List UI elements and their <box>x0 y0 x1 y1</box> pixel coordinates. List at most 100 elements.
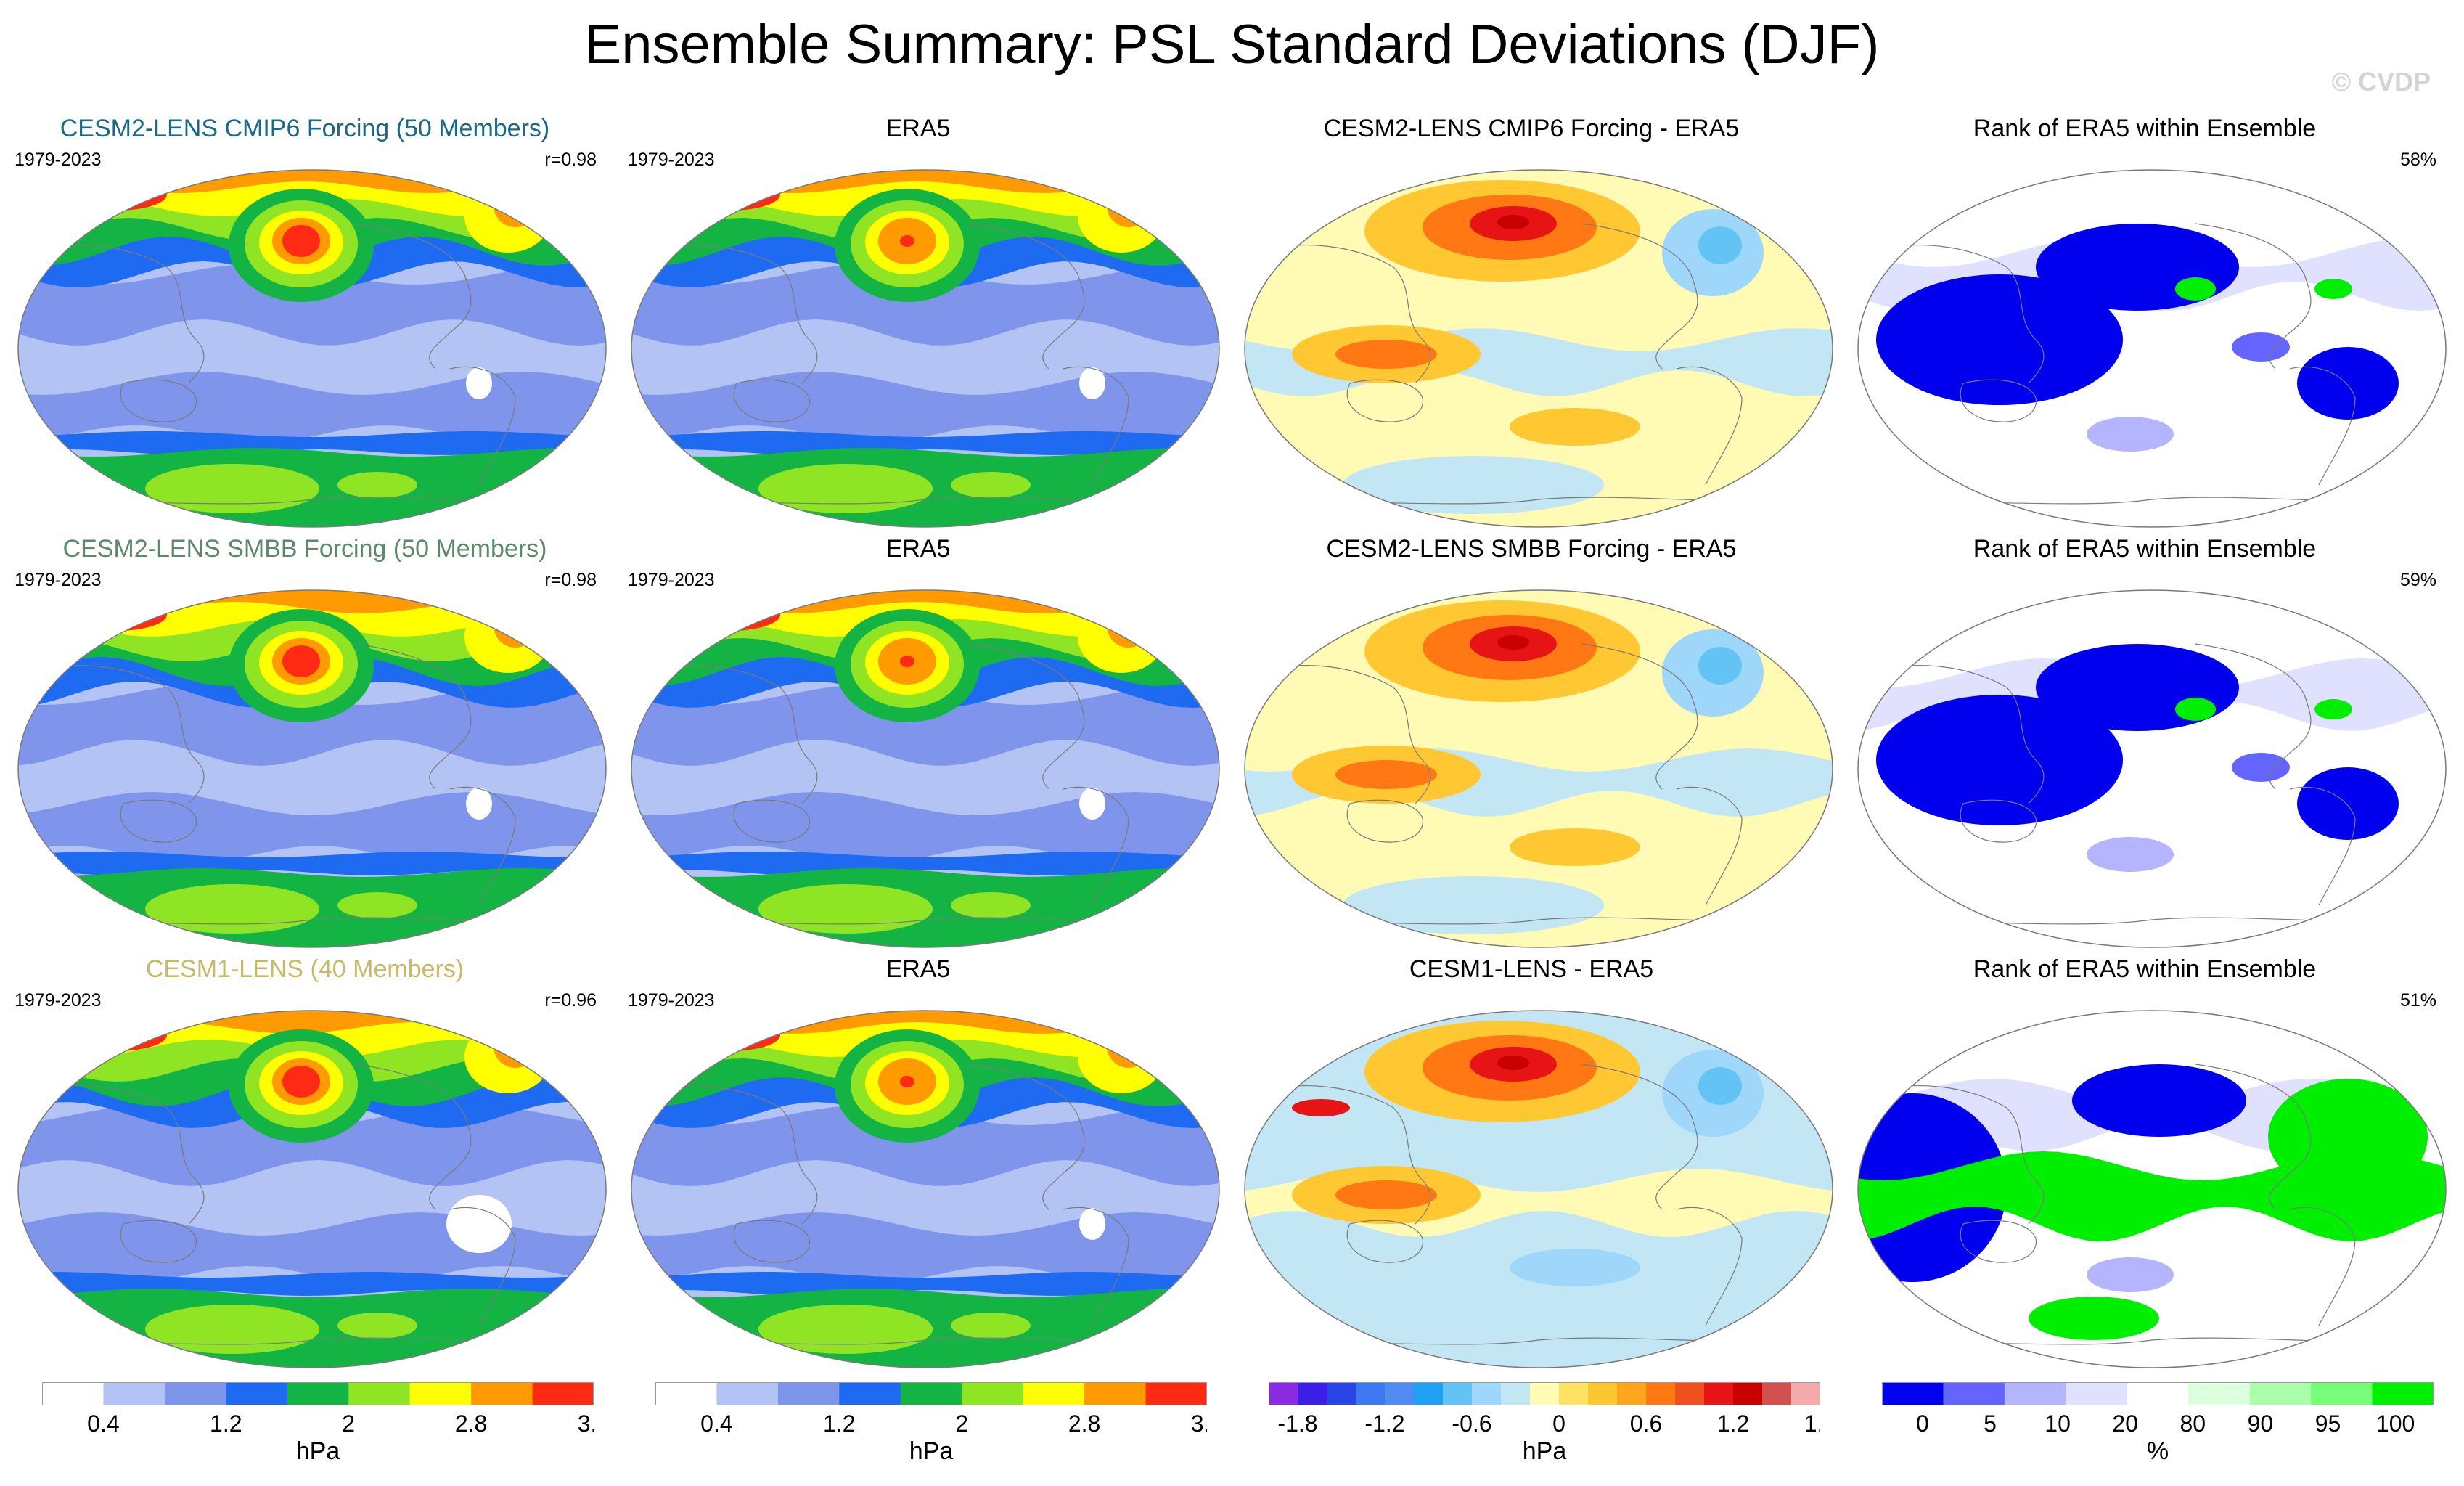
map-group <box>1857 1010 2447 1368</box>
colorbar-tick-label: 1.2 <box>1717 1411 1749 1437</box>
colorbar-swatch <box>1385 1382 1415 1405</box>
north-max-red <box>679 599 780 631</box>
colorbar-swatch <box>1145 1382 1207 1405</box>
map-outline <box>631 1010 1220 1368</box>
sd-map-obs-2 <box>631 589 1220 948</box>
colorbar-swatch <box>164 1382 226 1405</box>
rank-pct-2: 59% <box>2399 570 2436 590</box>
colorbar-tick-label: 100 <box>2376 1411 2415 1437</box>
colorbar-swatch <box>1588 1382 1618 1405</box>
map-outline <box>17 1010 607 1368</box>
panel-diff-1: CESM2-LENS CMIP6 Forcing - ERA5 <box>1227 115 1836 532</box>
southern-ocean-edge <box>18 431 606 455</box>
colorbar-tick-label: -1.8 <box>1277 1411 1317 1437</box>
colorbar-unit-sd-ensemble: hPa <box>295 1437 340 1465</box>
colorbar-swatch <box>2127 1382 2189 1405</box>
coastline-asia <box>1868 1085 2045 1225</box>
southern-ocean-max <box>758 464 933 513</box>
map-group <box>17 169 607 528</box>
map-group <box>1857 589 2447 948</box>
coastline-asia <box>1868 245 2045 384</box>
colorbar-swatch <box>962 1382 1024 1405</box>
colorbar-swatch <box>471 1382 533 1405</box>
map-fill <box>1245 1011 1833 1368</box>
south-pacific-anomaly <box>1510 828 1640 866</box>
coastline-south-america <box>449 1207 516 1326</box>
aleutian-red <box>282 645 320 677</box>
tropical-min <box>1079 788 1105 820</box>
mid-lat-band-s <box>18 372 606 443</box>
southern-ocean-max <box>145 1305 319 1354</box>
colorbar-tick-label: 2 <box>342 1411 355 1437</box>
map-group <box>1244 589 1833 948</box>
map-fill <box>631 1011 1219 1368</box>
colorbar-tick-label: -0.6 <box>1452 1411 1491 1437</box>
southern-ocean-max <box>758 1305 933 1354</box>
colorbar-swatch <box>900 1382 962 1405</box>
mid-lat-band-s <box>18 792 606 863</box>
obs-period-3: 1979-2023 <box>628 990 715 1011</box>
coastline-north-america <box>1581 1064 1698 1210</box>
south-pacific-anomaly <box>1510 1249 1640 1286</box>
obs-period-2: 1979-2023 <box>628 570 715 590</box>
map-outline <box>631 169 1220 528</box>
mid-lat-band-n <box>631 264 1219 346</box>
ensemble-period-3: 1979-2023 <box>15 990 102 1011</box>
colorbar-swatch <box>2188 1382 2251 1405</box>
colorbar-swatch <box>1559 1382 1589 1405</box>
colorbar-swatch <box>532 1382 594 1405</box>
colorbar-tick-label: 90 <box>2248 1411 2274 1437</box>
southern-ocean-edge <box>18 852 606 875</box>
south-pacific-mid-rank <box>2087 1257 2174 1292</box>
atlantic-orange <box>494 1024 537 1068</box>
north-max-red <box>65 1019 167 1051</box>
atlantic-orange <box>1107 184 1150 227</box>
map-group <box>631 169 1220 528</box>
coastline-south-america <box>2289 786 2356 906</box>
colorbar-tick-label: 0.4 <box>87 1411 119 1437</box>
map-group <box>17 1010 607 1368</box>
colorbar-swatch <box>1675 1382 1705 1405</box>
panel-obs-1: ERA5 1979-2023 <box>613 115 1223 532</box>
rank-title-3: Rank of ERA5 within Ensemble <box>1973 955 2317 983</box>
north-max-red <box>65 599 167 631</box>
southern-ocean-max-2 <box>337 472 417 498</box>
colorbar-tick-label: 2.8 <box>455 1411 487 1437</box>
mid-lat-band-s <box>631 792 1219 863</box>
coastline-australia <box>733 799 810 843</box>
north-pacific-max <box>1497 1056 1529 1070</box>
tropical-min <box>1079 367 1105 399</box>
coastline-australia <box>120 1220 197 1263</box>
atlantic-negative-core <box>1698 226 1742 264</box>
aleutian-red <box>900 235 914 247</box>
aleutian-red <box>900 1076 914 1087</box>
sd-map-ensemble-1 <box>17 169 607 528</box>
ensemble-title-1: CESM2-LENS CMIP6 Forcing (50 Members) <box>60 115 550 142</box>
tropical-min <box>466 367 492 399</box>
atlantic-high-rank <box>2314 279 2352 299</box>
colorbar-unit-rank: % <box>2146 1437 2169 1465</box>
rank-title-2: Rank of ERA5 within Ensemble <box>1973 535 2317 563</box>
southern-ocean-diff <box>1343 876 1604 934</box>
rank-pct-3: 51% <box>2399 990 2436 1011</box>
coastline-australia <box>1346 799 1423 843</box>
colorbar-swatch <box>42 1382 104 1405</box>
coastline-north-america <box>968 223 1085 370</box>
north-max-red <box>65 179 167 211</box>
pacific-high-rank <box>2175 698 2216 721</box>
mid-lat-band-n <box>18 264 606 346</box>
obs-title-3: ERA5 <box>885 955 951 983</box>
coastline-asia <box>1255 665 1431 804</box>
colorbar-swatch <box>348 1382 411 1405</box>
southern-ocean-diff <box>1343 1297 1604 1355</box>
indian-ocean-low-rank <box>1876 274 2123 405</box>
colorbar-swatch <box>2249 1382 2312 1405</box>
coastline-south-america <box>449 786 516 906</box>
coastline-north-america <box>2195 1064 2312 1210</box>
colorbar-swatch <box>1414 1382 1444 1405</box>
colorbar-swatch <box>1084 1382 1147 1405</box>
diff-title-2: CESM2-LENS SMBB Forcing - ERA5 <box>1326 535 1737 563</box>
coastline-asia <box>1255 245 1431 384</box>
colorbar-swatch <box>1443 1382 1473 1405</box>
colorbar-swatch <box>839 1382 901 1405</box>
